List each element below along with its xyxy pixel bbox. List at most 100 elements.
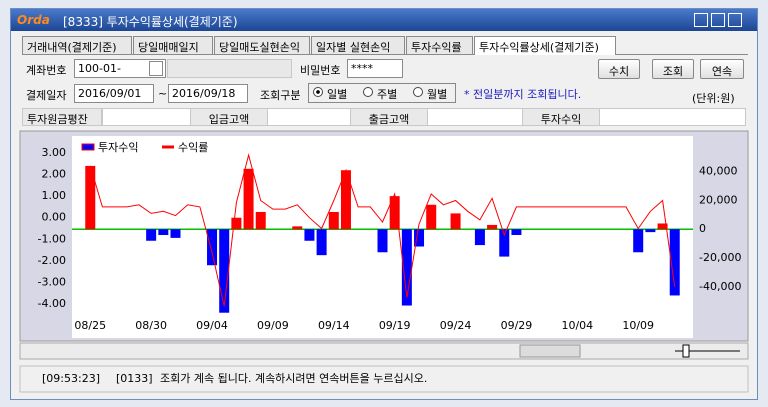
- y-tick-label: 20,000: [699, 193, 738, 206]
- radio-label[interactable]: 일별: [327, 88, 348, 101]
- bar: [474, 229, 485, 246]
- x-tick-label: 08/30: [135, 319, 167, 332]
- scroll-thumb[interactable]: [519, 344, 581, 358]
- bar: [426, 204, 437, 230]
- x-tick-label: 09/19: [379, 319, 411, 332]
- button[interactable]: 조회: [652, 59, 694, 79]
- y-tick-label: -1.00: [38, 232, 66, 245]
- account-label: 계좌번호: [26, 64, 67, 77]
- bar: [255, 211, 266, 230]
- y-tick-label: -40,000: [699, 280, 741, 293]
- bar: [511, 229, 522, 235]
- bar: [340, 170, 351, 230]
- y-tick-label: 0.00: [42, 211, 67, 224]
- bar: [633, 229, 644, 253]
- notice: * 전일분까지 조회됩니다.: [464, 88, 582, 101]
- tab[interactable]: 당일매도실현손익: [214, 36, 310, 54]
- dropdown-arrow[interactable]: [149, 61, 163, 76]
- x-tick-label: 10/04: [561, 319, 593, 332]
- y-tick-label: 2.00: [42, 168, 67, 181]
- radio-selected[interactable]: [313, 87, 323, 97]
- button[interactable]: 수치: [598, 59, 640, 79]
- x-tick-label: 09/24: [440, 319, 472, 332]
- unit-label: (단위:원): [692, 92, 735, 105]
- y-tick-label: -2.00: [38, 254, 66, 267]
- radio-label[interactable]: 주별: [377, 88, 398, 101]
- date-label: 결제일자: [26, 89, 67, 102]
- summary-header: 출금고액: [350, 108, 428, 126]
- zoom-handle[interactable]: [682, 344, 690, 358]
- query-label: 조회구분: [260, 89, 301, 102]
- account-name: [167, 59, 292, 78]
- bar: [170, 229, 181, 238]
- x-tick-label: 10/09: [622, 319, 654, 332]
- status-time: [09:53:23]: [42, 372, 100, 385]
- bar: [645, 229, 656, 233]
- end-date[interactable]: 2016/09/18: [168, 84, 248, 103]
- y-tick-label: 40,000: [699, 165, 738, 178]
- bar: [231, 217, 242, 230]
- y-tick-label: 1.00: [42, 189, 67, 202]
- legend-swatch: [81, 143, 95, 151]
- bar: [219, 229, 230, 313]
- bar: [389, 196, 400, 230]
- summary-header: 투자수익: [522, 108, 600, 126]
- tab[interactable]: 당일매매일지: [133, 36, 213, 54]
- bar: [146, 229, 157, 241]
- line: [89, 153, 676, 307]
- x-tick-label: 09/14: [318, 319, 350, 332]
- bar: [292, 226, 303, 230]
- bar: [85, 165, 96, 230]
- scrollbar[interactable]: [19, 342, 749, 360]
- logo: Orda: [17, 13, 50, 27]
- bar: [243, 168, 254, 230]
- legend-label: 수익률: [178, 141, 208, 154]
- tab[interactable]: 거래내역(결제기준): [22, 36, 132, 54]
- legend-label: 투자수익: [98, 141, 138, 154]
- bar: [657, 223, 668, 230]
- account-input[interactable]: 100-01-: [74, 59, 166, 78]
- bar: [401, 229, 412, 306]
- status-message: 조회가 계속 됩니다. 계속하시려면 연속버튼을 누르십시오.: [160, 371, 427, 385]
- title-bar: Orda [8333] 투자수익률상세(결제기준): [11, 9, 757, 31]
- radio[interactable]: [363, 87, 373, 97]
- tab[interactable]: 투자수익률: [406, 36, 473, 54]
- tab-line: [22, 54, 748, 55]
- y-tick-label: -3.00: [38, 276, 66, 289]
- summary-header: 투자원금평잔: [22, 108, 102, 126]
- bar: [328, 211, 339, 230]
- button[interactable]: 연속: [700, 59, 744, 79]
- bar: [316, 229, 327, 256]
- minimize-button[interactable]: [694, 13, 708, 27]
- maximize-button[interactable]: [711, 13, 725, 27]
- x-tick-label: 09/04: [196, 319, 228, 332]
- bar: [414, 229, 425, 247]
- bar: [669, 229, 680, 296]
- password-label: 비밀번호: [300, 64, 341, 77]
- start-date[interactable]: 2016/09/01: [74, 84, 154, 103]
- status-bar: [19, 365, 749, 393]
- x-tick-label: 09/09: [257, 319, 289, 332]
- bar: [207, 229, 218, 266]
- y-tick-label: -4.00: [38, 297, 66, 310]
- x-tick-label: 09/29: [501, 319, 533, 332]
- y-tick-label: -20,000: [699, 251, 741, 264]
- tab[interactable]: 일자별 실현손익: [311, 36, 405, 54]
- bar: [450, 213, 461, 230]
- bar: [377, 229, 388, 253]
- tab-active[interactable]: 투자수익률상세(결제기준): [474, 36, 616, 55]
- x-tick-label: 08/25: [74, 319, 106, 332]
- bar: [304, 229, 315, 241]
- summary-header: 입금고액: [190, 108, 268, 126]
- radio[interactable]: [413, 87, 423, 97]
- bar: [487, 224, 498, 230]
- radio-label[interactable]: 월별: [427, 88, 448, 101]
- close-button[interactable]: [728, 13, 742, 27]
- status-code: [0133]: [116, 372, 153, 385]
- bar: [499, 229, 510, 257]
- password-input[interactable]: ****: [347, 59, 403, 78]
- y-tick-label: 3.00: [42, 146, 67, 159]
